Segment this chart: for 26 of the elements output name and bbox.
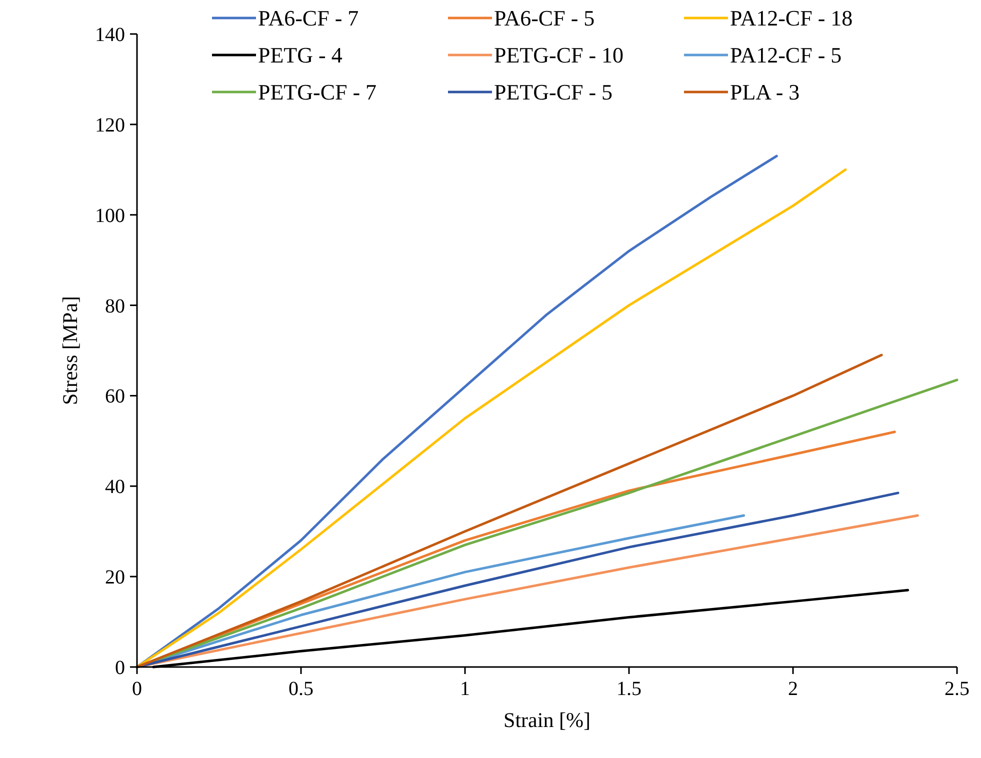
x-tick-label: 1 — [460, 678, 470, 700]
y-tick-label: 0 — [115, 657, 125, 679]
y-tick-label: 20 — [105, 566, 125, 589]
x-tick-label: 2.5 — [944, 678, 970, 700]
legend-label: PLA - 3 — [730, 80, 800, 105]
legend-label: PA6-CF - 7 — [258, 6, 359, 31]
legend-label: PA6-CF - 5 — [494, 6, 595, 31]
y-tick-label: 60 — [105, 386, 125, 408]
y-axis-title: Stress [MPa] — [58, 296, 82, 406]
y-tick-label: 100 — [95, 204, 125, 227]
legend-label: PETG-CF - 5 — [494, 80, 613, 105]
x-tick-label: 0 — [132, 678, 142, 700]
y-tick-label: 120 — [95, 114, 125, 136]
legend-label: PA12-CF - 5 — [730, 42, 842, 68]
legend-label: PETG-CF - 10 — [494, 42, 624, 68]
y-tick-label: 140 — [95, 24, 125, 46]
y-tick-label: 40 — [105, 476, 125, 498]
x-tick-label: 0.5 — [288, 678, 314, 700]
legend-label: PETG-CF - 7 — [258, 80, 377, 105]
legend-label: PETG - 4 — [258, 42, 342, 68]
x-tick-label: 2 — [788, 678, 798, 700]
x-axis-title: Strain [%] — [504, 708, 590, 732]
x-tick-label: 1.5 — [616, 678, 642, 700]
line-series — [136, 354, 883, 668]
legend-label: PA12-CF - 18 — [730, 6, 853, 31]
y-tick-label: 80 — [105, 295, 125, 318]
